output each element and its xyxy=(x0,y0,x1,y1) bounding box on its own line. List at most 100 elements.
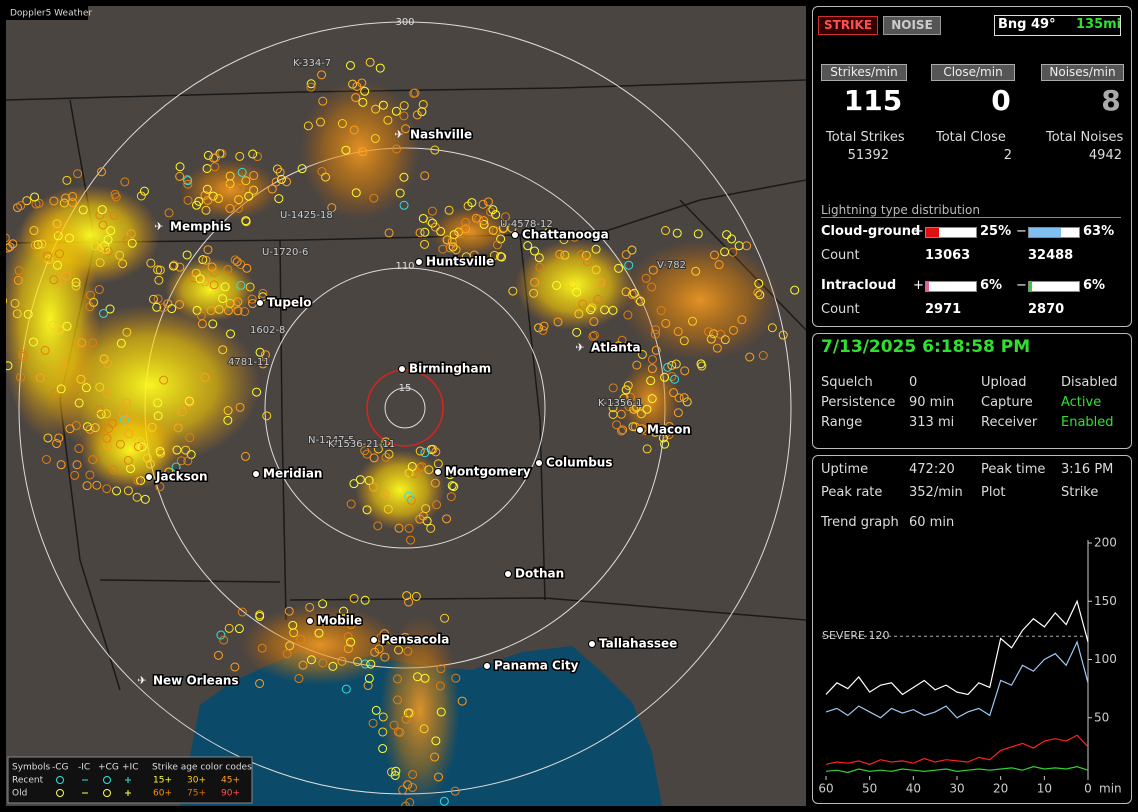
strike-symbol xyxy=(355,475,365,485)
strike-symbol xyxy=(153,294,163,304)
strike-symbol xyxy=(456,229,466,239)
strike-symbol xyxy=(156,448,166,458)
strike-symbol xyxy=(124,429,134,439)
strike-symbol xyxy=(378,744,388,754)
strike-symbol xyxy=(96,409,106,419)
strike-symbol xyxy=(282,649,292,659)
total-value: 51392 xyxy=(847,148,889,163)
strike-symbol xyxy=(442,514,452,524)
strike-symbol xyxy=(534,253,544,263)
strike-symbol xyxy=(449,230,459,240)
strike-symbol xyxy=(6,361,13,371)
strike-symbol xyxy=(447,237,457,247)
strike-symbol xyxy=(435,681,445,691)
range-label: 300 xyxy=(395,17,414,28)
strike-symbol xyxy=(758,351,768,361)
strike-symbol xyxy=(778,330,788,340)
strike-symbol xyxy=(95,382,105,392)
strike-symbol xyxy=(591,265,601,275)
strike-symbol xyxy=(461,252,471,262)
strike-symbol xyxy=(303,121,313,131)
strike-symbol xyxy=(351,93,361,103)
strike-symbol xyxy=(392,695,402,705)
city-dot xyxy=(511,231,519,239)
strike-symbol xyxy=(368,482,378,492)
strike-symbol xyxy=(64,233,74,243)
strike-symbol xyxy=(90,241,100,251)
strike-symbol xyxy=(619,393,629,403)
strike-symbol xyxy=(175,299,185,309)
strike-symbol xyxy=(173,423,183,433)
stats-panel xyxy=(812,455,1132,804)
storm-id: U-1720-6 xyxy=(262,247,308,258)
strike-symbol xyxy=(164,467,174,477)
noise-button[interactable]: NOISE xyxy=(883,16,941,35)
strike-symbol xyxy=(552,280,562,290)
storm-id: K-1536-21-11 xyxy=(328,439,395,450)
strike-symbol xyxy=(145,459,155,469)
strike-symbol xyxy=(586,305,596,315)
strike-symbol xyxy=(498,224,508,234)
strike-symbol xyxy=(136,476,146,486)
setting: Enabled xyxy=(1061,415,1114,430)
strike-symbol xyxy=(52,224,62,234)
strike-cluster xyxy=(430,207,510,257)
rate-header: Close/min xyxy=(931,64,1015,81)
strike-symbol xyxy=(642,444,652,454)
strike-symbol xyxy=(400,632,410,642)
strike-symbol xyxy=(647,364,657,374)
strike-symbol xyxy=(399,111,409,121)
airport-icon: ✈ xyxy=(575,341,584,354)
strike-symbol xyxy=(106,226,116,236)
strike-symbol xyxy=(12,309,22,319)
x-tick-label: 60 xyxy=(818,782,833,796)
strike-symbol xyxy=(343,644,353,654)
strike-symbol xyxy=(449,482,459,492)
city-dot xyxy=(434,468,442,476)
strike-symbol xyxy=(224,623,234,633)
city-label: Birmingham xyxy=(409,362,491,376)
strike-symbol xyxy=(328,661,338,671)
airport-icon: ✈ xyxy=(137,674,146,687)
strike-button[interactable]: STRIKE xyxy=(818,16,878,35)
strike-symbol xyxy=(398,785,408,795)
legend-type: -IC xyxy=(78,763,90,773)
strike-symbol xyxy=(119,415,129,425)
x-tick-label: 0 xyxy=(1084,782,1092,796)
strike-symbol xyxy=(177,407,187,417)
strike-symbol xyxy=(235,151,245,161)
strike-symbol xyxy=(369,453,379,463)
total-label: Total Noises xyxy=(1046,130,1124,145)
strike-symbol xyxy=(530,246,540,256)
strike-symbol xyxy=(523,241,533,251)
strike-symbol xyxy=(349,125,359,135)
strike-symbol xyxy=(709,250,719,260)
strike-symbol xyxy=(401,124,411,134)
strike-symbol xyxy=(394,523,404,533)
strike-symbol xyxy=(241,451,251,461)
strike-symbol xyxy=(223,306,233,316)
strike-symbol xyxy=(647,282,657,292)
strike-symbol xyxy=(623,381,633,391)
strike-symbol xyxy=(679,393,689,403)
strike-symbol xyxy=(370,133,380,143)
stat: Plot xyxy=(981,485,1006,500)
strike-symbol xyxy=(77,338,87,348)
rate-value: 115 xyxy=(843,84,903,117)
strike-symbol xyxy=(383,504,393,514)
strike-symbol xyxy=(399,101,409,111)
strike-symbol xyxy=(651,325,661,335)
strike-symbol xyxy=(679,336,689,346)
strike-symbol xyxy=(461,217,471,227)
strike-symbol xyxy=(98,308,108,318)
strike-symbol xyxy=(420,171,430,181)
strike-symbol xyxy=(660,439,670,449)
strike-symbol xyxy=(419,724,429,734)
strike-symbol xyxy=(353,656,363,666)
strike-symbol xyxy=(618,425,628,435)
dist-label: Cloud-ground xyxy=(821,224,921,239)
strike-symbol xyxy=(727,234,737,244)
strike-symbol xyxy=(420,239,430,249)
strike-symbol xyxy=(82,481,92,491)
strike-symbol xyxy=(92,480,102,490)
